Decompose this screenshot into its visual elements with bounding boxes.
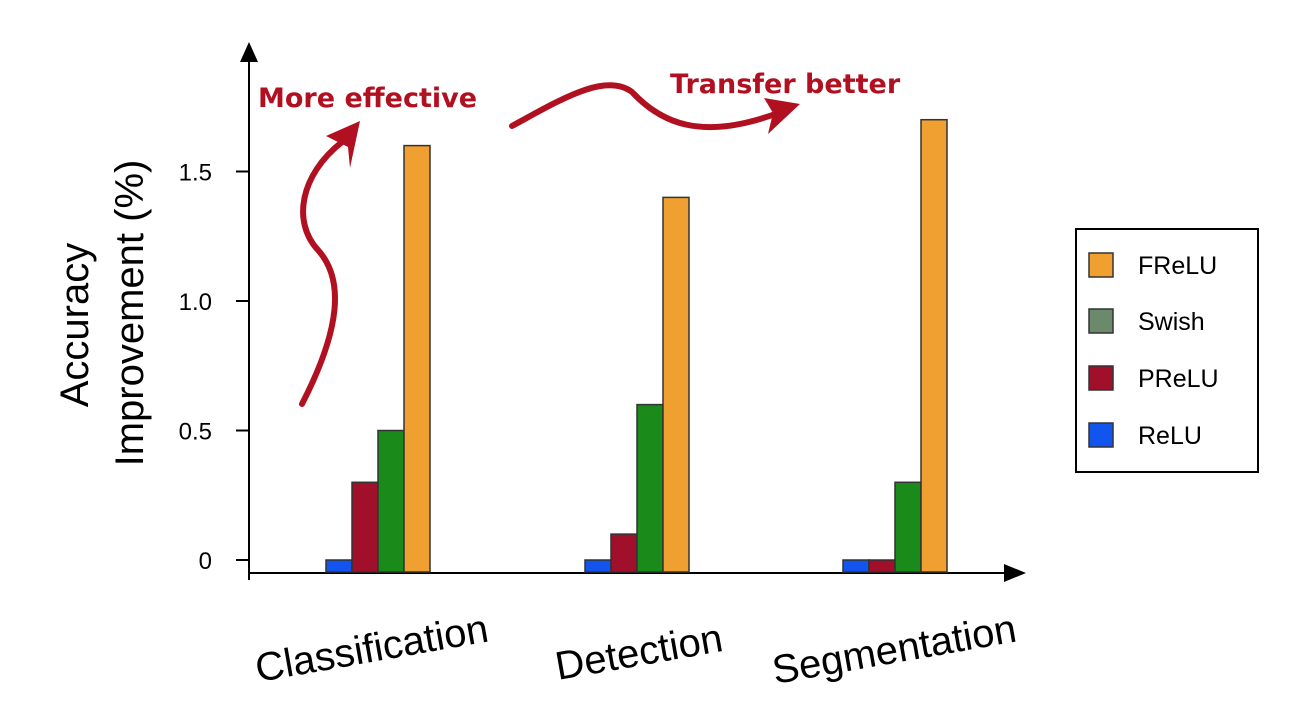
- y-tick-label: 1.5: [179, 160, 212, 187]
- annotations: More effective Transfer better: [258, 69, 901, 407]
- y-axis-label-line-2: Improvement (%): [108, 160, 152, 467]
- bar-relu-detection: [584, 559, 612, 573]
- bar-frelu-classification: [403, 144, 431, 573]
- category-labels: Classification Detection Segmentation: [252, 607, 1020, 693]
- y-tick-label: 0: [199, 548, 212, 575]
- y-axis-label: Accuracy Improvement (%): [53, 160, 152, 467]
- y-tick-label: 0.5: [179, 419, 212, 446]
- bar-prelu-classification: [351, 481, 379, 573]
- bar-prelu-detection: [610, 533, 638, 573]
- legend: FReLU Swish PReLU ReLU: [1075, 228, 1259, 473]
- annotation-transfer-better: Transfer better: [670, 69, 901, 100]
- category-label-detection: Detection: [552, 616, 726, 689]
- bars: [325, 118, 948, 573]
- bar-frelu-segmentation: [920, 118, 948, 573]
- legend-label-relu: ReLU: [1138, 422, 1202, 450]
- y-ticks: 0 0.5 1.0 1.5: [179, 160, 249, 575]
- bar-swish-classification: [377, 429, 405, 573]
- y-axis-label-line-1: Accuracy: [53, 243, 97, 408]
- legend-label-prelu: PReLU: [1138, 365, 1219, 393]
- bar-swish-segmentation: [894, 481, 922, 573]
- category-label-classification: Classification: [252, 607, 492, 691]
- bar-swish-detection: [636, 403, 664, 573]
- y-axis-arrow-icon: [240, 42, 258, 62]
- legend-swatch-prelu: [1088, 365, 1114, 391]
- annotation-more-effective: More effective: [258, 83, 477, 114]
- transfer-better-arrow: [509, 82, 781, 130]
- more-effective-arrowhead-icon: [326, 121, 360, 168]
- category-label-segmentation: Segmentation: [769, 607, 1020, 693]
- transfer-better-arrowhead-icon: [764, 98, 800, 134]
- bar-relu-segmentation: [842, 559, 870, 573]
- bar-frelu-detection: [662, 196, 690, 573]
- legend-swatch-swish: [1088, 308, 1114, 334]
- more-effective-arrow: [299, 139, 345, 407]
- bar-prelu-segmentation: [868, 559, 896, 573]
- legend-label-frelu: FReLU: [1138, 252, 1217, 280]
- bar-relu-classification: [325, 559, 353, 573]
- legend-label-swish: Swish: [1138, 308, 1205, 336]
- legend-swatch-frelu: [1088, 252, 1114, 278]
- x-axis-arrow-icon: [1004, 564, 1026, 582]
- legend-swatch-relu: [1088, 422, 1114, 448]
- y-tick-label: 1.0: [179, 289, 212, 316]
